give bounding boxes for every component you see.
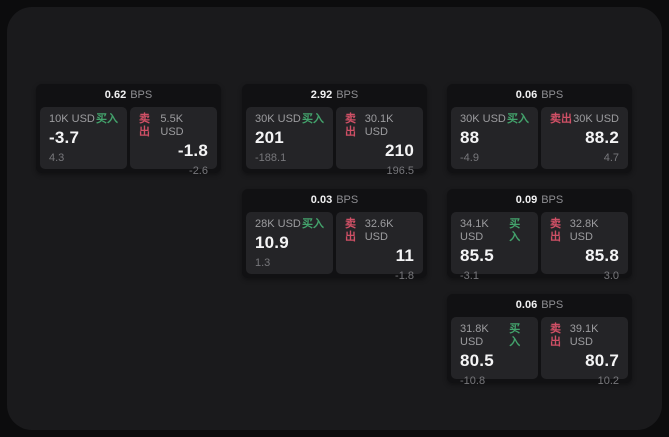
bps-unit-label: BPS: [130, 89, 153, 101]
buy-amount: 31.8K USD: [460, 323, 489, 348]
card-header: 0.09 BPS: [447, 189, 632, 212]
buy-quote-tile[interactable]: 10K USD 买入 -3.7 4.3: [40, 107, 127, 169]
sell-amount: 39.1K USD: [569, 323, 599, 348]
buy-quote-tile[interactable]: 30K USD 买入 88 -4.9: [451, 107, 538, 169]
buy-price: 201: [255, 128, 284, 147]
bps-unit-label: BPS: [541, 299, 564, 311]
sell-delta: -2.6: [189, 165, 208, 177]
quote-card: 0.06 BPS 30K USD 买入 88 -4.9 卖出 30K USD 8…: [447, 84, 632, 173]
bps-value: 2.92: [310, 89, 333, 101]
sell-delta: -1.8: [395, 270, 414, 282]
bps-value: 0.62: [104, 89, 127, 101]
sell-side-label: 卖出: [550, 218, 561, 243]
sell-side-label: 卖出: [550, 113, 572, 125]
bps-unit-label: BPS: [541, 89, 564, 101]
card-header: 0.06 BPS: [447, 84, 632, 107]
sell-side-label: 卖出: [550, 323, 561, 348]
quote-panels: 28K USD 买入 10.9 1.3 卖出 32.6K USD 11 -1.8: [242, 212, 427, 282]
quote-panels: 31.8K USD 买入 80.5 -10.8 卖出 39.1K USD 80.…: [447, 317, 632, 387]
buy-delta: -4.9: [460, 152, 479, 164]
quote-card: 0.03 BPS 28K USD 买入 10.9 1.3 卖出 32.6K US…: [242, 189, 427, 282]
sell-side-label: 卖出: [345, 113, 356, 138]
buy-side-label: 买入: [509, 218, 521, 243]
buy-side-label: 买入: [302, 113, 324, 125]
buy-amount: 30K USD: [255, 113, 301, 125]
buy-delta: -188.1: [255, 152, 287, 164]
quote-panels: 30K USD 买入 201 -188.1 卖出 30.1K USD 210 1…: [242, 107, 427, 177]
buy-side-label: 买入: [96, 113, 118, 125]
sell-quote-tile[interactable]: 卖出 32.8K USD 85.8 3.0: [541, 212, 628, 282]
sell-quote-tile[interactable]: 卖出 32.6K USD 11 -1.8: [336, 212, 423, 282]
buy-amount: 34.1K USD: [460, 218, 489, 243]
sell-price: -1.8: [177, 141, 208, 160]
sell-quote-tile[interactable]: 卖出 30K USD 88.2 4.7: [541, 107, 628, 169]
buy-amount: 10K USD: [49, 113, 95, 125]
quote-panels: 34.1K USD 买入 85.5 -3.1 卖出 32.8K USD 85.8…: [447, 212, 632, 282]
quote-card: 0.09 BPS 34.1K USD 买入 85.5 -3.1 卖出 32.8K…: [447, 189, 632, 282]
sell-amount: 30K USD: [573, 113, 619, 125]
sell-price: 210: [385, 141, 414, 160]
sell-side-label: 卖出: [139, 113, 150, 138]
buy-side-label: 买入: [302, 218, 324, 230]
buy-delta: 1.3: [255, 257, 271, 269]
buy-delta: -10.8: [460, 375, 486, 387]
buy-quote-tile[interactable]: 30K USD 买入 201 -188.1: [246, 107, 333, 169]
bps-value: 0.06: [515, 89, 538, 101]
buy-delta: -3.1: [460, 270, 479, 282]
card-header: 0.03 BPS: [242, 189, 427, 212]
sell-delta: 3.0: [603, 270, 619, 282]
buy-delta: 4.3: [49, 152, 65, 164]
quote-card: 0.06 BPS 31.8K USD 买入 80.5 -10.8 卖出 39.1…: [447, 294, 632, 387]
buy-price: 80.5: [460, 351, 494, 370]
sell-delta: 196.5: [386, 165, 414, 177]
buy-price: 10.9: [255, 233, 289, 252]
buy-side-label: 买入: [509, 323, 521, 348]
bps-value: 0.03: [310, 194, 333, 206]
buy-quote-tile[interactable]: 31.8K USD 买入 80.5 -10.8: [451, 317, 538, 387]
sell-side-label: 卖出: [345, 218, 356, 243]
bps-unit-label: BPS: [336, 194, 359, 206]
main-panel: 0.62 BPS 10K USD 买入 -3.7 4.3 卖出 5.5K USD…: [7, 7, 662, 430]
card-header: 0.06 BPS: [447, 294, 632, 317]
bps-value: 0.09: [515, 194, 538, 206]
sell-price: 80.7: [585, 351, 619, 370]
bps-value: 0.06: [515, 299, 538, 311]
sell-price: 85.8: [585, 246, 619, 265]
sell-quote-tile[interactable]: 卖出 39.1K USD 80.7 10.2: [541, 317, 628, 387]
quote-panels: 30K USD 买入 88 -4.9 卖出 30K USD 88.2 4.7: [447, 107, 632, 169]
quote-panels: 10K USD 买入 -3.7 4.3 卖出 5.5K USD -1.8 -2.…: [36, 107, 221, 177]
buy-quote-tile[interactable]: 34.1K USD 买入 85.5 -3.1: [451, 212, 538, 282]
sell-amount: 30.1K USD: [364, 113, 394, 138]
buy-side-label: 买入: [507, 113, 529, 125]
sell-delta: 4.7: [603, 152, 619, 164]
buy-amount: 30K USD: [460, 113, 506, 125]
sell-amount: 32.6K USD: [364, 218, 394, 243]
bps-unit-label: BPS: [541, 194, 564, 206]
sell-price: 88.2: [585, 128, 619, 147]
quote-card: 2.92 BPS 30K USD 买入 201 -188.1 卖出 30.1K …: [242, 84, 427, 177]
sell-quote-tile[interactable]: 卖出 30.1K USD 210 196.5: [336, 107, 423, 177]
buy-price: 88: [460, 128, 480, 147]
buy-quote-tile[interactable]: 28K USD 买入 10.9 1.3: [246, 212, 333, 274]
buy-price: -3.7: [49, 128, 80, 147]
sell-delta: 10.2: [597, 375, 619, 387]
buy-amount: 28K USD: [255, 218, 301, 230]
card-header: 0.62 BPS: [36, 84, 221, 107]
sell-price: 11: [395, 246, 414, 265]
bps-unit-label: BPS: [336, 89, 359, 101]
sell-quote-tile[interactable]: 卖出 5.5K USD -1.8 -2.6: [130, 107, 217, 177]
card-header: 2.92 BPS: [242, 84, 427, 107]
quote-card: 0.62 BPS 10K USD 买入 -3.7 4.3 卖出 5.5K USD…: [36, 84, 221, 177]
sell-amount: 5.5K USD: [160, 113, 184, 138]
buy-price: 85.5: [460, 246, 494, 265]
sell-amount: 32.8K USD: [569, 218, 599, 243]
